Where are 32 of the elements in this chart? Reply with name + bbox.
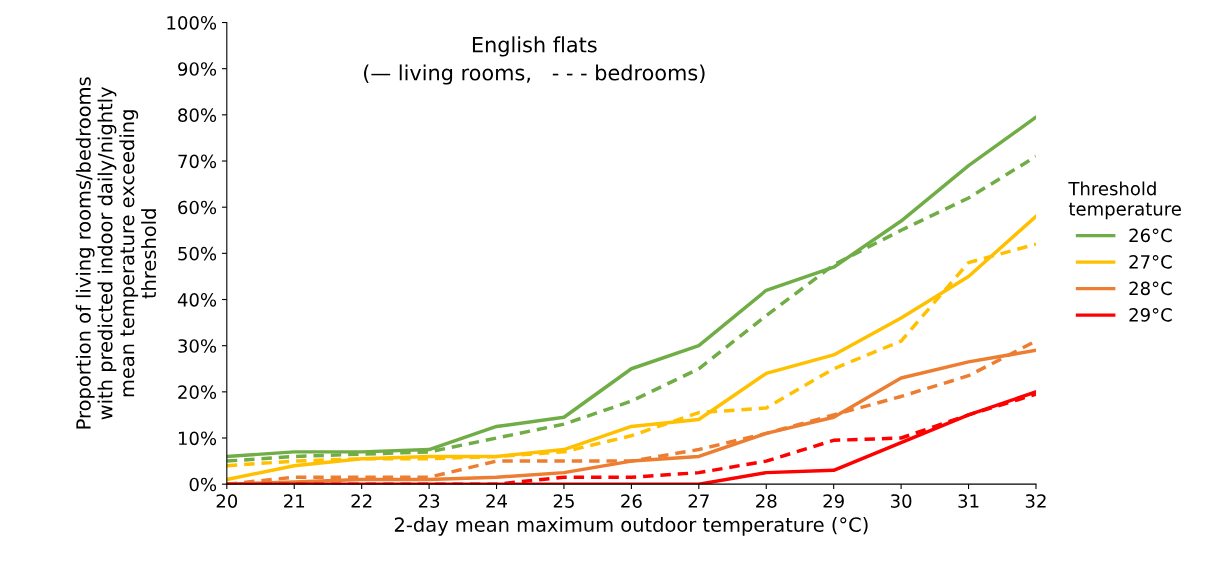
y-tick-label: 70%	[178, 154, 217, 169]
legend-label: 26°C	[1129, 228, 1172, 243]
y-tick-label: 0%	[189, 477, 217, 492]
legend-label: 28°C	[1129, 281, 1172, 296]
y-tick-label: 30%	[178, 339, 217, 353]
y-tick-label: 50%	[178, 246, 217, 261]
x-tick-label: 22	[351, 494, 372, 508]
x-tick-label: 31	[958, 494, 979, 508]
x-tick-label: 29	[823, 494, 844, 508]
x-tick-label: 32	[1025, 494, 1046, 508]
text: English flats (— living rooms, - - - bedrooms)	[364, 36, 705, 85]
legend-title: Threshold temperature	[1068, 181, 1181, 220]
x-tick-label: 27	[688, 494, 709, 508]
y-tick-label: 80%	[178, 108, 217, 122]
y-tick-label: 20%	[178, 385, 217, 399]
y-tick-label: 40%	[177, 292, 217, 307]
x-tick-label: 21	[284, 494, 305, 508]
y-tick-label: 90%	[178, 62, 217, 76]
y-tick-label: 60%	[178, 200, 217, 215]
legend-label: 29°C	[1129, 308, 1172, 322]
x-tick-label: 20	[216, 494, 238, 508]
y-axis-title: Proportion of living rooms/bedrooms with predicted indoor daily/nightly mean temperature exceeding threshold	[75, 77, 157, 429]
x-tick-label: 23	[418, 494, 440, 508]
x-axis-title: 2-day mean maximum outdoor temperature (°C)	[394, 516, 868, 536]
y-tick-label: 100%	[167, 15, 217, 30]
x-tick-label: 24	[486, 494, 507, 508]
x-tick-label: 30	[891, 494, 912, 508]
x-tick-label: 25	[553, 494, 574, 508]
y-tick-label: 10%	[178, 431, 217, 446]
x-tick-label: 28	[756, 494, 777, 508]
legend-label: 27°C	[1129, 255, 1172, 269]
x-tick-label: 26	[621, 494, 642, 508]
